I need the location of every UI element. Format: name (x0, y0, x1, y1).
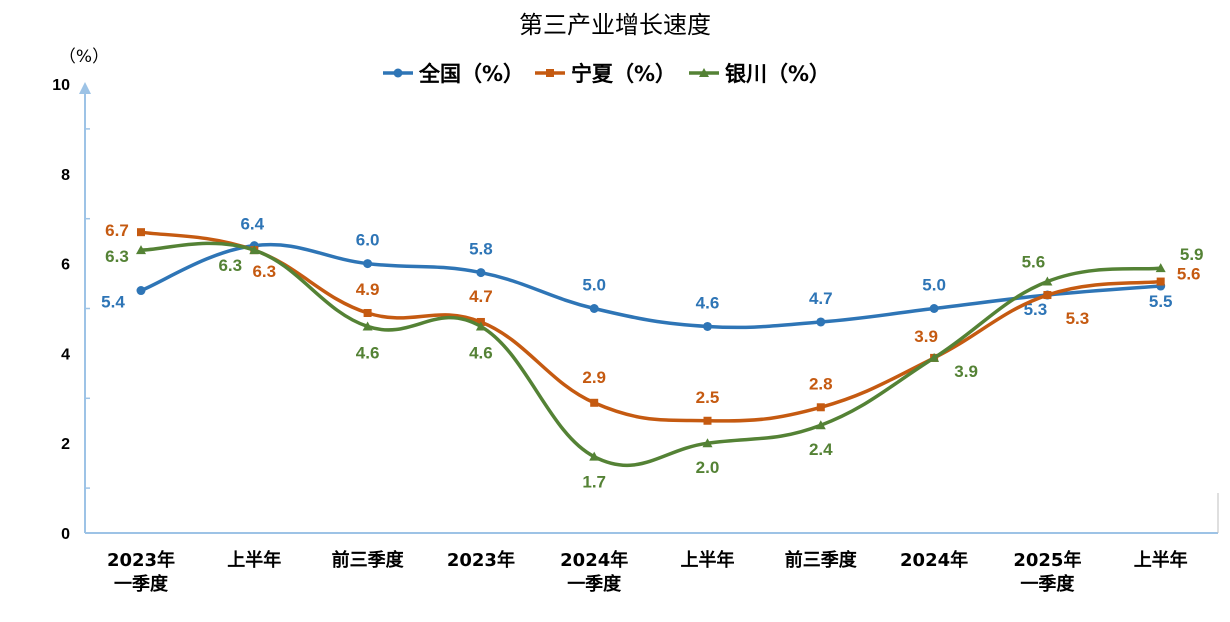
x-tick-label: 上半年 (1134, 549, 1188, 571)
y-axis-arrow-icon (79, 82, 91, 94)
x-tick-label: 2024年一季度 (560, 549, 628, 595)
data-label: 5.3 (1066, 309, 1090, 328)
plot-area: 5.4 6.4 6.0 5.8 5.0 4.6 4.7 5.0 5.3 5.5 6.7 6.3 4.9 4… (101, 215, 1203, 492)
series-line (139, 242, 1163, 330)
data-label: 4.6 (469, 343, 493, 362)
series-3: 6.3 6.34.6 4.61.72.02.43.95.6 5.9 (105, 241, 1204, 492)
y-axis-unit: （%） (59, 47, 109, 67)
data-label: 2.9 (582, 368, 606, 387)
legend-marker-icon (699, 68, 709, 77)
data-label: 2.0 (696, 458, 720, 477)
data-label: 5.9 (1180, 245, 1204, 264)
data-point (1042, 276, 1053, 286)
data-point (703, 321, 712, 331)
data-point (929, 352, 940, 362)
y-tick-label: 10 (52, 77, 70, 94)
x-tick-label: 前三季度 (785, 549, 858, 571)
data-label: 5.0 (922, 276, 946, 295)
data-label: 4.7 (469, 287, 493, 306)
data-label: 4.6 (356, 343, 380, 362)
legend-label: 宁夏（%） (571, 62, 676, 86)
x-tick-label: 2023年 (447, 549, 515, 571)
legend-item-3: 银川（%） (689, 62, 830, 86)
data-label: 5.5 (1149, 292, 1173, 311)
data-point (136, 286, 146, 296)
x-tick-label: 2023年一季度 (107, 549, 175, 595)
y-tick-label: 4 (61, 346, 70, 363)
data-label: 3.9 (914, 327, 938, 346)
y-tick-label: 6 (61, 257, 70, 274)
legend-marker-icon (546, 69, 554, 77)
legend-item-2: 宁夏（%） (535, 62, 676, 86)
data-label: 6.3 (105, 247, 129, 266)
data-label: 2.8 (809, 374, 833, 393)
x-tick-label: 上半年 (681, 549, 735, 571)
x-tick-label: 2024年 (900, 549, 968, 571)
data-label: 5.6 (1022, 253, 1046, 272)
data-label: 6.4 (240, 215, 264, 234)
data-label: 5.0 (582, 276, 606, 295)
data-point (1156, 277, 1165, 286)
axes: 0 2 4 6 8 10 2023年一季度 上半年 前三季度 2023年 2024年一季度 上半年 前三… (52, 77, 1219, 595)
data-point (703, 416, 712, 425)
data-label: 5.3 (1024, 300, 1048, 319)
x-tick-label: 前三季度 (332, 549, 405, 571)
data-label: 5.8 (469, 240, 493, 259)
x-tick-label: 2025年一季度 (1013, 549, 1081, 595)
data-point (589, 304, 599, 313)
data-label: 2.4 (809, 440, 833, 459)
data-point (816, 317, 826, 327)
y-tick-label: 0 (61, 526, 70, 543)
series-2: 6.7 6.3 4.9 4.7 2.9 2.5 2.8 3.9 5.3 5.6 (105, 221, 1201, 425)
y-tick-label: 8 (61, 167, 70, 184)
legend: 全国（%） 宁夏（%） 银川（%） (383, 62, 830, 86)
data-point (363, 259, 373, 269)
data-point (475, 321, 486, 331)
data-label: 4.6 (696, 293, 720, 312)
data-point (1043, 291, 1052, 300)
data-label: 6.7 (105, 221, 129, 240)
data-point (815, 420, 826, 430)
data-label: 4.9 (356, 280, 380, 299)
data-label: 4.7 (809, 289, 833, 308)
data-point (476, 268, 486, 278)
y-tick-label: 2 (61, 436, 70, 453)
data-point (929, 304, 939, 313)
data-label: 3.9 (954, 362, 978, 381)
data-label: 6.0 (356, 231, 380, 250)
legend-label: 全国（%） (418, 62, 524, 86)
x-tick-label: 上半年 (227, 549, 281, 571)
data-label: 6.3 (252, 262, 276, 281)
legend-marker-icon (393, 68, 403, 78)
legend-item-1: 全国（%） (383, 62, 524, 86)
data-point (363, 308, 372, 317)
data-point (137, 228, 145, 237)
legend-label: 银川（%） (725, 62, 830, 86)
data-point (589, 451, 600, 461)
data-point (1155, 263, 1166, 273)
data-point (702, 438, 713, 448)
series-1: 5.4 6.4 6.0 5.8 5.0 4.6 4.7 5.0 5.3 5.5 (101, 215, 1173, 331)
data-label: 5.4 (101, 293, 125, 312)
data-label: 1.7 (582, 473, 606, 492)
data-point (249, 245, 260, 255)
chart-title: 第三产业增长速度 (519, 11, 711, 39)
series-line (139, 230, 1163, 423)
data-point (136, 245, 146, 255)
data-point (590, 398, 599, 407)
series-line (139, 241, 1163, 468)
data-point (816, 403, 825, 412)
data-label: 6.3 (218, 256, 242, 275)
data-label: 5.6 (1177, 265, 1201, 284)
data-label: 2.5 (696, 388, 720, 407)
data-point (362, 321, 373, 331)
